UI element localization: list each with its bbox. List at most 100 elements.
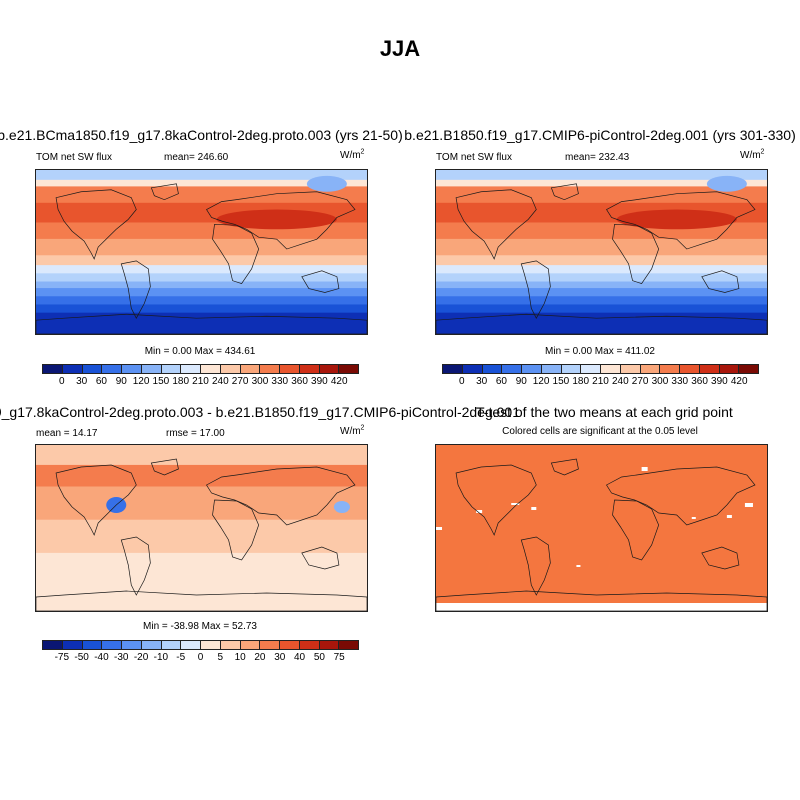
panel1-minmax: Min = 0.00 Max = 434.61 — [144, 346, 256, 357]
panel3-units-label: W/m2 — [340, 424, 365, 437]
field-band — [436, 288, 767, 297]
colorbar-swatch — [462, 365, 483, 373]
colorbar-tick-label: 360 — [691, 376, 708, 387]
coastline-segment — [436, 313, 767, 334]
panel2-colorbar-ticks: 0 30 60 90 120 150 180 210 240 270 300 330 360 390 420 — [442, 376, 759, 388]
panel3-colorbar-ticks: -75 -50 -40 -30 -20 -10 -5 0 5 10 20 30 40 50 75 — [42, 652, 359, 664]
map-field — [36, 170, 367, 334]
field-band — [36, 265, 367, 274]
coastline-segment — [150, 458, 179, 476]
field-band — [36, 238, 367, 256]
colorbar-swatch — [660, 365, 680, 373]
field-band — [36, 296, 367, 305]
colorbar-tick-label: 60 — [495, 376, 507, 387]
colorbar-tick-label: 0 — [459, 376, 465, 387]
colorbar-tick-label: 420 — [330, 376, 348, 387]
colorbar-tick-label: 420 — [730, 376, 748, 387]
colorbar-tick-label: 330 — [671, 376, 689, 387]
colorbar-swatch — [43, 641, 63, 649]
coastline-segment — [606, 191, 756, 250]
colorbar-swatch — [141, 365, 162, 373]
coastline-segment — [206, 191, 356, 250]
field-band — [436, 273, 767, 283]
panel2-minmax: Min = 0.00 Max = 411.02 — [545, 346, 655, 357]
colorbar-tick-label: 300 — [651, 376, 669, 387]
colorbar-swatch — [82, 641, 103, 649]
field-band — [436, 265, 767, 274]
coastline-segment — [520, 260, 551, 319]
panel3-colorbar — [42, 640, 359, 650]
panel2-variable-label: TOM net SW flux — [436, 152, 512, 163]
coastline-segment — [301, 546, 340, 570]
field-band — [36, 281, 367, 289]
colorbar-tick-label: -20 — [133, 652, 149, 663]
colorbar-tick-label: 10 — [234, 652, 246, 663]
field-band — [36, 288, 367, 297]
colorbar-tick-label: 240 — [611, 376, 629, 387]
colorbar-swatch — [319, 641, 340, 649]
coastline-segment — [150, 183, 179, 201]
insignificant-cell — [726, 515, 732, 518]
page-title: JJA — [379, 36, 421, 61]
significant-cells — [436, 445, 767, 603]
field-band — [436, 179, 767, 187]
colorbar-swatch — [719, 365, 740, 373]
field-band — [36, 170, 367, 181]
insignificant-cell — [436, 527, 443, 530]
panel3-map — [35, 444, 368, 612]
field-band — [36, 552, 367, 611]
colorbar-tick-label: 75 — [333, 652, 345, 663]
coastline-segment — [206, 466, 356, 526]
colorbar-swatch — [280, 641, 300, 649]
coastline-segment — [55, 464, 137, 536]
panel1-map — [35, 169, 368, 335]
colorbar-swatch — [82, 365, 103, 373]
colorbar-swatch — [240, 641, 261, 649]
field-band — [36, 273, 367, 283]
field-band — [436, 281, 767, 289]
field-band — [36, 179, 367, 187]
colorbar-tick-label: 120 — [132, 376, 150, 387]
colorbar-swatch — [62, 365, 83, 373]
panel1-colorbar-ticks: 0 30 60 90 120 150 180 210 240 270 300 330 360 390 420 — [42, 376, 359, 388]
colorbar-swatch — [339, 365, 358, 373]
coastline-segment — [301, 270, 340, 293]
colorbar-tick-label: 5 — [217, 652, 224, 663]
colorbar-tick-label: 270 — [231, 376, 249, 387]
colorbar-tick-label: -5 — [176, 652, 186, 663]
colorbar-swatch — [220, 641, 241, 649]
colorbar-tick-label: 360 — [291, 376, 308, 387]
coastline-segment — [606, 466, 756, 526]
colorbar-tick-label: 0 — [197, 652, 204, 663]
coastline-segment — [55, 189, 137, 260]
colorbar-swatch — [443, 365, 463, 373]
colorbar-tick-label: 300 — [251, 376, 269, 387]
coastline-segment — [612, 499, 660, 561]
colorbar-tick-label: -10 — [153, 652, 169, 663]
field-band — [36, 486, 367, 521]
field-band — [36, 312, 367, 334]
field-band — [436, 312, 767, 334]
colorbar-tick-label: 180 — [572, 376, 590, 387]
insignificant-cell — [531, 507, 537, 510]
field-band — [436, 304, 767, 314]
colorbar-swatch — [280, 365, 300, 373]
field-low-region — [306, 175, 347, 192]
coastline — [36, 183, 367, 334]
colorbar-tick-label: -40 — [94, 652, 109, 663]
panel4-title: T-test of the two means at each grid poi… — [476, 404, 733, 420]
panel4-subtitle: Colored cells are significant at the 0.0… — [502, 426, 698, 437]
insignificant-cell — [691, 517, 696, 519]
colorbar-tick-label: 390 — [311, 376, 328, 387]
colorbar-tick-label: 120 — [532, 376, 550, 387]
panel2-title: b.e21.B1850.f19_g17.CMIP6-piControl-2deg… — [404, 127, 796, 143]
colorbar-swatch — [201, 365, 221, 373]
field-band — [436, 170, 767, 181]
colorbar-tick-label: 270 — [631, 376, 649, 387]
panel1-colorbar — [42, 364, 359, 374]
colorbar-swatch — [680, 365, 700, 373]
panel1-units-label: W/m2 — [340, 148, 365, 161]
colorbar-swatch — [141, 641, 162, 649]
field-band — [436, 238, 767, 256]
colorbar-tick-label: 330 — [271, 376, 289, 387]
